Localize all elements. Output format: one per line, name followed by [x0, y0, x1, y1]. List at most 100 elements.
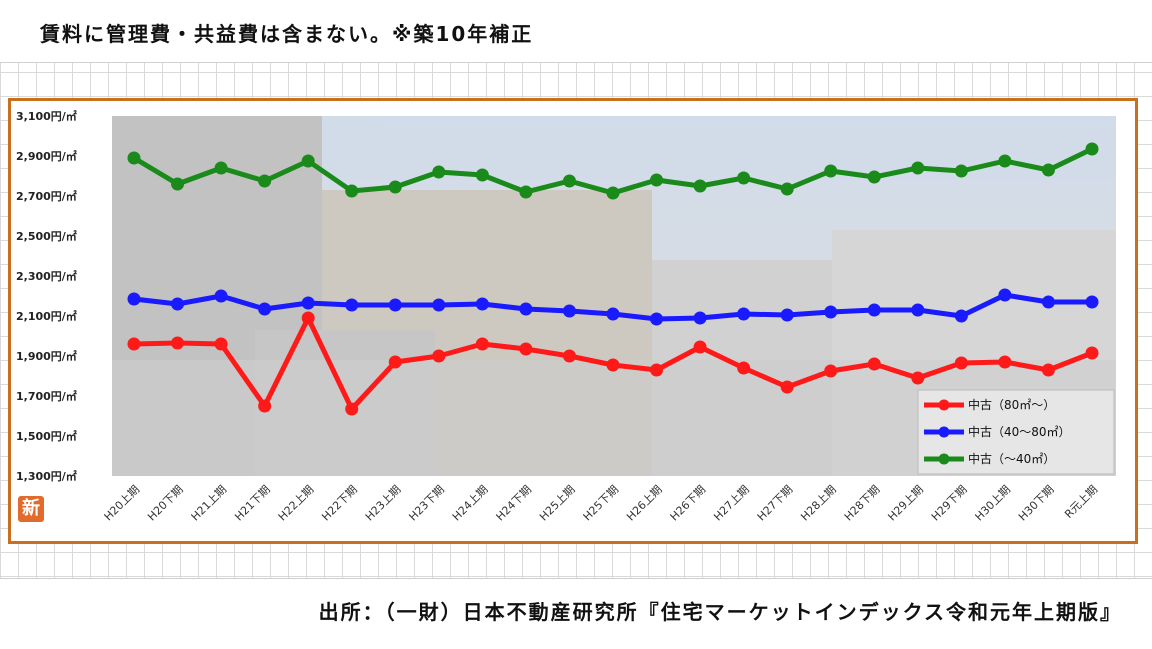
footer-band: [0, 578, 1152, 649]
data-point: [214, 289, 228, 303]
legend: 中古（80㎡～） 中古（40～80㎡） 中古（～40㎡）: [917, 389, 1115, 475]
data-point: [954, 164, 968, 178]
x-tick-label: H29下期: [929, 483, 970, 524]
data-point: [737, 361, 751, 375]
legend-marker: [938, 453, 950, 465]
x-tick-label: H25下期: [581, 483, 622, 524]
source-note: 出所：（一財）日本不動産研究所『住宅マーケットインデックス令和元年上期版』: [318, 600, 1122, 624]
data-point: [954, 309, 968, 323]
x-tick-label: H30上期: [973, 483, 1014, 524]
y-axis-ticks: 3,100円/㎡ 2,900円/㎡ 2,700円/㎡ 2,500円/㎡ 2,300円/㎡…: [16, 109, 77, 483]
data-point: [519, 302, 533, 316]
y-tick-label: 1,700円/㎡: [16, 389, 77, 403]
data-point: [824, 364, 838, 378]
data-point: [737, 307, 751, 321]
data-point: [693, 340, 707, 354]
x-tick-label: H25上期: [537, 483, 578, 524]
y-tick-label: 1,500円/㎡: [16, 429, 77, 443]
data-point: [171, 177, 185, 191]
x-tick-label: H23下期: [406, 483, 447, 524]
data-point: [432, 165, 446, 179]
x-tick-label: H24下期: [494, 483, 535, 524]
x-tick-label: H26下期: [668, 483, 709, 524]
data-point: [1041, 363, 1055, 377]
data-point: [171, 297, 185, 311]
data-point: [998, 154, 1012, 168]
data-point: [693, 179, 707, 193]
data-point: [911, 303, 925, 317]
data-point: [562, 304, 576, 318]
y-tick-label: 2,500円/㎡: [16, 229, 77, 243]
data-point: [998, 355, 1012, 369]
data-point: [214, 337, 228, 351]
x-tick-label: H27下期: [755, 483, 796, 524]
data-point: [867, 170, 881, 184]
x-tick-label: H22下期: [319, 483, 360, 524]
data-point: [171, 336, 185, 350]
data-point: [650, 173, 664, 187]
data-point: [867, 357, 881, 371]
data-point: [1085, 346, 1099, 360]
x-tick-label: H21下期: [232, 483, 273, 524]
x-tick-label: H28下期: [842, 483, 883, 524]
x-tick-label: H22上期: [276, 483, 317, 524]
x-tick-label: H29上期: [885, 483, 926, 524]
data-point: [258, 399, 272, 413]
data-point: [127, 151, 141, 165]
data-point: [432, 298, 446, 312]
data-point: [475, 297, 489, 311]
legend-marker: [938, 399, 950, 411]
data-point: [824, 164, 838, 178]
data-point: [388, 180, 402, 194]
data-point: [911, 371, 925, 385]
data-point: [780, 308, 794, 322]
data-point: [1085, 142, 1099, 156]
data-point: [606, 186, 620, 200]
header-note: 賃料に管理費・共益費は含まない。※築10年補正: [40, 22, 534, 46]
new-badge: 新: [18, 496, 44, 522]
data-point: [650, 363, 664, 377]
y-tick-label: 3,100円/㎡: [16, 109, 77, 123]
data-point: [650, 312, 664, 326]
data-point: [345, 298, 359, 312]
data-point: [519, 342, 533, 356]
data-point: [301, 311, 315, 325]
legend-label: 中古（～40㎡）: [968, 451, 1055, 466]
x-tick-label: H20下期: [145, 483, 186, 524]
x-tick-label: H23上期: [363, 483, 404, 524]
y-tick-label: 2,100円/㎡: [16, 309, 77, 323]
data-point: [606, 307, 620, 321]
data-point: [388, 298, 402, 312]
x-tick-label: H28上期: [798, 483, 839, 524]
legend-label: 中古（80㎡～）: [968, 397, 1055, 412]
x-tick-label: H26上期: [624, 483, 665, 524]
data-point: [258, 174, 272, 188]
data-point: [301, 154, 315, 168]
legend-marker: [938, 426, 950, 438]
data-point: [911, 161, 925, 175]
x-tick-label: H24上期: [450, 483, 491, 524]
x-axis-ticks: H20上期 H20下期 H21上期 H21下期 H22上期 H22下期 H23上期 H23下期…: [102, 483, 1101, 524]
data-point: [1041, 163, 1055, 177]
x-tick-label: H21上期: [189, 483, 230, 524]
y-tick-label: 2,700円/㎡: [16, 189, 77, 203]
data-point: [432, 349, 446, 363]
data-point: [1041, 295, 1055, 309]
y-tick-label: 2,900円/㎡: [16, 149, 77, 163]
data-point: [475, 337, 489, 351]
series-points: [127, 142, 1099, 416]
y-tick-label: 1,900円/㎡: [16, 349, 77, 363]
data-point: [214, 161, 228, 175]
data-point: [301, 296, 315, 310]
data-point: [258, 302, 272, 316]
data-point: [475, 168, 489, 182]
y-tick-label: 2,300円/㎡: [16, 269, 77, 283]
data-point: [388, 355, 402, 369]
data-point: [127, 337, 141, 351]
data-point: [998, 288, 1012, 302]
x-tick-label: H27上期: [711, 483, 752, 524]
header-band: [0, 0, 1152, 63]
data-point: [345, 402, 359, 416]
data-point: [1085, 295, 1099, 309]
